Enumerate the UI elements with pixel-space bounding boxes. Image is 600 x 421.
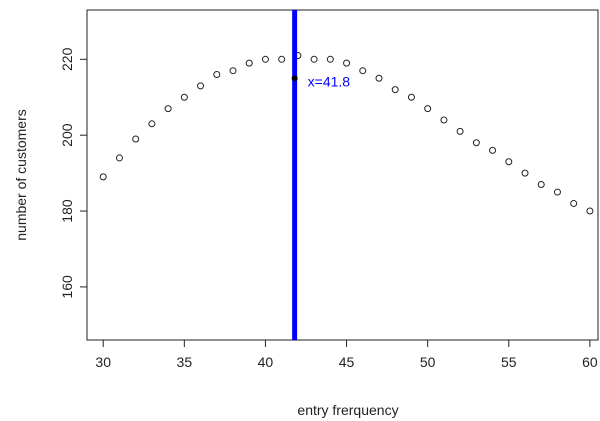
data-point bbox=[310, 55, 318, 63]
y-tick-label: 180 bbox=[59, 199, 75, 223]
data-point bbox=[407, 93, 415, 101]
data-point bbox=[245, 59, 253, 67]
data-point bbox=[148, 120, 156, 128]
data-point bbox=[213, 70, 221, 78]
x-tick-label: 45 bbox=[339, 354, 355, 370]
data-point bbox=[343, 59, 351, 67]
data-point bbox=[164, 105, 172, 113]
data-point bbox=[326, 55, 334, 63]
y-tick-label: 160 bbox=[59, 275, 75, 299]
data-point bbox=[489, 146, 497, 154]
data-point bbox=[553, 188, 561, 196]
data-point bbox=[359, 67, 367, 75]
marker-point bbox=[291, 75, 298, 82]
data-point bbox=[570, 199, 578, 207]
data-point bbox=[229, 67, 237, 75]
y-tick-label: 220 bbox=[59, 47, 75, 71]
plot-frame bbox=[86, 9, 599, 341]
data-point bbox=[456, 127, 464, 135]
data-point bbox=[197, 82, 205, 90]
x-tick-label: 55 bbox=[501, 354, 517, 370]
data-point bbox=[472, 139, 480, 147]
data-points bbox=[99, 52, 594, 215]
y-axis-label: number of customers bbox=[13, 109, 29, 241]
x-tick-label: 30 bbox=[95, 354, 111, 370]
y-axis: 160 180 200 220 bbox=[59, 47, 87, 299]
x-tick-label: 50 bbox=[420, 354, 436, 370]
annotations: x=41.8 bbox=[291, 10, 351, 340]
data-point bbox=[115, 154, 123, 162]
data-point bbox=[132, 135, 140, 143]
data-point bbox=[391, 86, 399, 94]
data-point bbox=[375, 74, 383, 82]
x-tick-label: 40 bbox=[258, 354, 274, 370]
data-point bbox=[278, 55, 286, 63]
data-point bbox=[99, 173, 107, 181]
data-point bbox=[537, 180, 545, 188]
x-tick-label: 60 bbox=[582, 354, 598, 370]
y-tick-label: 200 bbox=[59, 123, 75, 147]
data-point bbox=[521, 169, 529, 177]
marker-label: x=41.8 bbox=[308, 73, 351, 89]
data-point bbox=[440, 116, 448, 124]
x-axis-label: entry frerquency bbox=[297, 402, 398, 418]
x-axis: 30 35 40 45 50 55 60 bbox=[95, 340, 598, 370]
x-tick-label: 35 bbox=[177, 354, 193, 370]
data-point bbox=[424, 105, 432, 113]
data-point bbox=[586, 207, 594, 215]
data-point bbox=[505, 158, 513, 166]
data-point bbox=[261, 55, 269, 63]
data-point bbox=[180, 93, 188, 101]
